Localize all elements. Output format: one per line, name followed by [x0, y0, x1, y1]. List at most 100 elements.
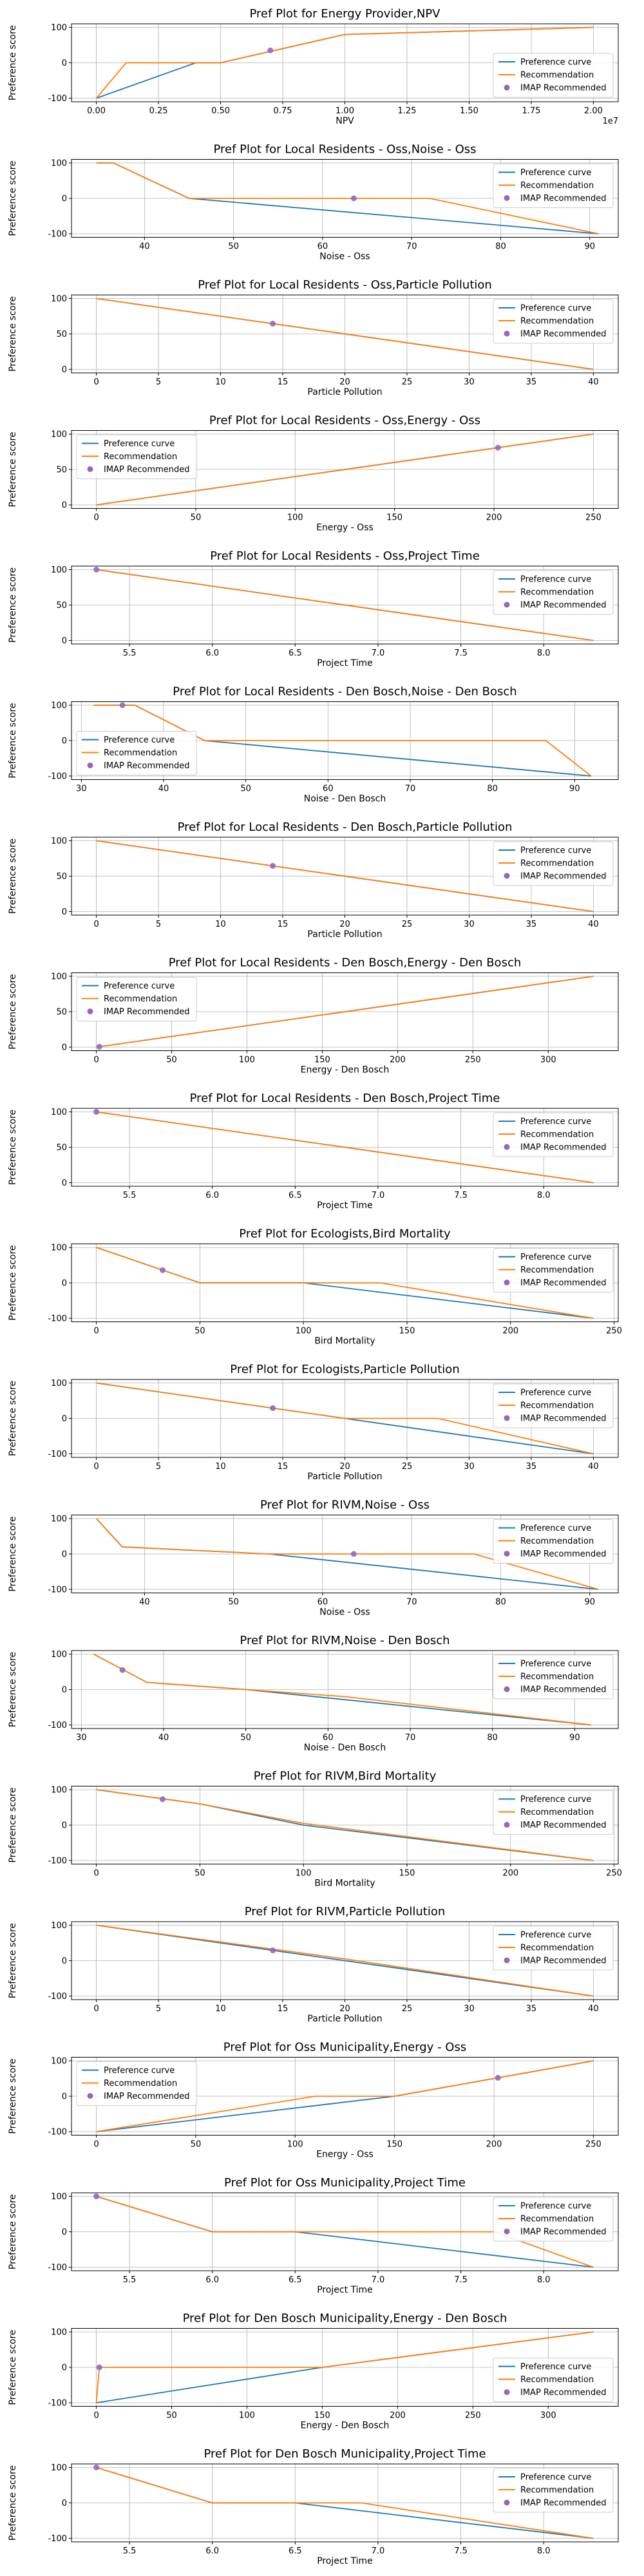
x-tick-label: 6.0 — [205, 649, 219, 658]
x-tick-label: 0.00 — [87, 106, 106, 116]
legend: Preference curve Recommendation IMAP Recom… — [493, 570, 614, 615]
legend-entry: IMAP Recommended — [520, 330, 607, 339]
y-tick-label: 100 — [51, 1921, 67, 1931]
x-tick-label: 20 — [339, 2004, 350, 2014]
legend: Preference curve Recommendation IMAP Recom… — [493, 299, 614, 344]
legend: Preference curve Recommendation IMAP Recom… — [76, 435, 197, 479]
legend-entry: Recommendation — [520, 2375, 594, 2385]
recommendation-line — [96, 569, 594, 641]
legend-entry: Preference curve — [520, 1795, 591, 1804]
x-tick-label: 5 — [156, 920, 161, 929]
imap-recommended-point — [270, 1947, 276, 1954]
imap-recommended-point — [270, 1405, 276, 1412]
y-tick-label: -100 — [48, 1586, 67, 1595]
imap-recommended-point — [350, 1551, 357, 1557]
y-axis-label: Preference score — [8, 1516, 18, 1591]
legend: Preference curve Recommendation IMAP Recom… — [493, 1248, 614, 1293]
x-tick-label: 0 — [93, 1869, 99, 1879]
imap-recommended-point — [270, 321, 276, 327]
x-tick-label: 8.0 — [537, 2546, 551, 2556]
legend-entry: Recommendation — [520, 181, 594, 191]
y-tick-label: -100 — [48, 94, 67, 104]
plot-frame — [71, 1786, 619, 1864]
x-tick-label: 70 — [406, 1598, 417, 1607]
x-axis-label: Particle Pollution — [307, 387, 382, 397]
plot-frame — [71, 1244, 619, 1322]
x-axis-label: Project Time — [317, 2556, 373, 2566]
x-tick-label: 15 — [278, 920, 289, 929]
x-tick-label: 7.0 — [372, 2546, 385, 2556]
x-tick-label: 50 — [191, 513, 202, 523]
y-axis-label: Preference score — [8, 703, 18, 778]
x-axis-label: Particle Pollution — [307, 1472, 382, 1482]
legend-entry: Recommendation — [104, 748, 177, 758]
x-tick-label: 20 — [339, 920, 350, 929]
legend-entry: IMAP Recommended — [520, 601, 607, 611]
x-tick-label: 50 — [228, 1598, 239, 1607]
x-tick-label: 25 — [402, 920, 413, 929]
y-axis-label: Preference score — [8, 1245, 18, 1320]
x-axis-label: Bird Mortality — [314, 1879, 375, 1889]
y-axis-label: Preference score — [8, 1381, 18, 1456]
chart-panel: Pref Plot for Den Bosch Municipality,Pro… — [8, 2447, 619, 2566]
legend-swatch — [504, 2499, 510, 2506]
y-tick-label: 100 — [51, 565, 67, 575]
x-tick-label: 40 — [158, 784, 169, 794]
chart-title: Pref Plot for RIVM,Bird Mortality — [254, 1770, 437, 1783]
recommendation-line — [96, 2467, 594, 2539]
x-axis-label: Noise - Den Bosch — [304, 1743, 386, 1753]
y-tick-label: 100 — [51, 23, 67, 33]
x-axis-label: Project Time — [317, 1200, 373, 1211]
x-tick-label: 200 — [502, 1869, 518, 1879]
legend: Preference curve Recommendation IMAP Recom… — [493, 841, 614, 886]
x-tick-label: 50 — [240, 1733, 251, 1743]
x-tick-label: 6.5 — [289, 2275, 302, 2285]
x-tick-label: 1.50 — [460, 106, 478, 116]
chart-panel: Pref Plot for RIVM,Bird Mortality 0 50 100 1… — [8, 1770, 622, 1889]
y-tick-label: 100 — [51, 1244, 67, 1253]
x-tick-label: 7.0 — [372, 649, 385, 658]
legend-box — [493, 2358, 614, 2402]
chart-panel: Pref Plot for Local Residents - Oss,Part… — [8, 278, 619, 397]
chart-title: Pref Plot for Local Residents - Oss,Nois… — [213, 143, 476, 156]
legend-box — [493, 1654, 614, 1700]
recommendation-line — [96, 1247, 594, 1319]
y-tick-label: 50 — [56, 1143, 67, 1153]
y-axis-label: Preference score — [8, 567, 18, 643]
recommendation-line — [96, 1924, 594, 1997]
x-tick-label: 150 — [386, 2140, 402, 2150]
x-tick-label: 80 — [487, 784, 498, 794]
legend: Preference curve Recommendation IMAP Recom… — [493, 164, 614, 208]
legend-box — [493, 841, 614, 886]
chart-title: Pref Plot for Local Residents - Oss,Ener… — [209, 414, 480, 428]
y-tick-label: 100 — [51, 294, 67, 304]
x-tick-label: 40 — [588, 2004, 599, 2014]
y-tick-label: 50 — [56, 872, 67, 882]
legend: Preference curve Recommendation IMAP Recom… — [493, 1790, 614, 1835]
legend-entry: Preference curve — [520, 1524, 591, 1533]
chart-panel: Pref Plot for RIVM,Noise - Den Bosch 30 40… — [8, 1634, 619, 1753]
y-tick-label: 50 — [56, 601, 67, 611]
y-tick-label: 0 — [62, 1821, 67, 1831]
y-tick-label: -100 — [48, 1314, 67, 1324]
legend-box — [493, 299, 614, 344]
legend-entry: Preference curve — [520, 168, 591, 178]
recommendation-line — [96, 2060, 594, 2132]
x-tick-label: 50 — [240, 784, 251, 794]
x-tick-label: 30 — [76, 784, 87, 794]
x-tick-label: 90 — [584, 1598, 595, 1607]
y-tick-label: 100 — [51, 972, 67, 982]
legend-swatch — [504, 84, 510, 91]
y-tick-label: -100 — [48, 230, 67, 240]
chart-title: Pref Plot for Oss Municipality,Energy - … — [223, 2041, 466, 2054]
plot-frame — [71, 565, 619, 645]
y-tick-label: 100 — [51, 430, 67, 440]
x-tick-label: 35 — [526, 920, 537, 929]
legend: Preference curve Recommendation IMAP Recom… — [493, 2468, 614, 2513]
x-tick-label: 60 — [323, 784, 334, 794]
legend-entry: Preference curve — [520, 575, 591, 585]
legend-swatch — [504, 330, 510, 337]
x-tick-label: 6.0 — [205, 2546, 219, 2556]
legend-box — [493, 1926, 614, 1971]
recommendation-line — [96, 2195, 594, 2268]
